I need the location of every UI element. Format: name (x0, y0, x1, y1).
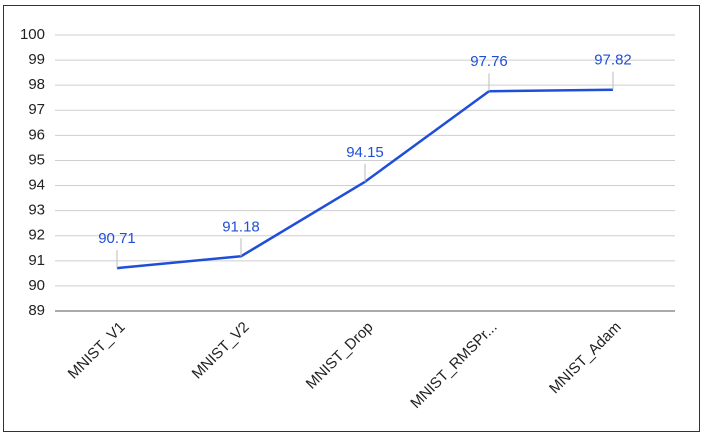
y-tick-label: 91 (28, 252, 45, 269)
y-tick-label: 96 (28, 126, 45, 143)
data-label: 94.15 (346, 144, 384, 161)
y-tick-label: 90 (28, 277, 45, 294)
data-label: 91.18 (222, 218, 260, 235)
y-tick-label: 98 (28, 76, 45, 93)
y-tick-label: 95 (28, 151, 45, 168)
y-tick-label: 94 (28, 177, 45, 194)
y-tick-label: 100 (20, 26, 45, 43)
chart-border (3, 5, 700, 432)
y-tick-label: 92 (28, 227, 45, 244)
data-label: 97.82 (594, 52, 632, 69)
y-tick-label: 93 (28, 202, 45, 219)
data-label: 90.71 (98, 230, 136, 247)
y-tick-label: 99 (28, 51, 45, 68)
data-label: 97.76 (470, 53, 508, 70)
y-tick-label: 97 (28, 101, 45, 118)
line (116, 88, 614, 270)
y-tick-label: 89 (28, 302, 45, 319)
